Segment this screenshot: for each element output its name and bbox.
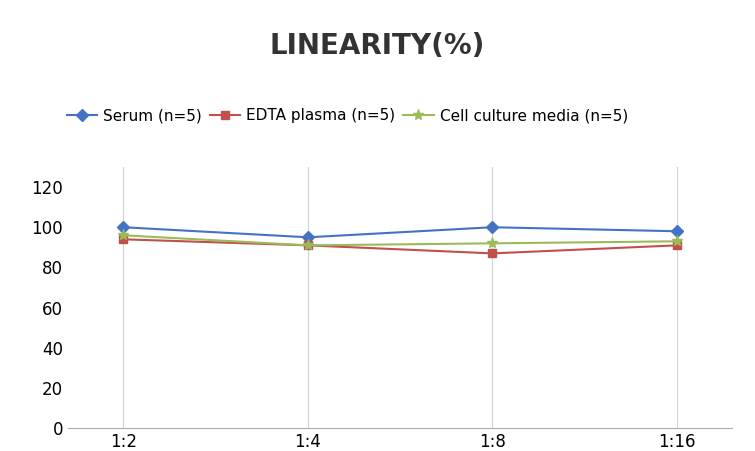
EDTA plasma (n=5): [304, 243, 313, 248]
EDTA plasma (n=5): [119, 237, 128, 242]
Serum (n=5): [119, 225, 128, 230]
EDTA plasma (n=5): [488, 251, 497, 256]
Text: LINEARITY(%): LINEARITY(%): [270, 32, 485, 60]
Legend: Serum (n=5), EDTA plasma (n=5), Cell culture media (n=5): Serum (n=5), EDTA plasma (n=5), Cell cul…: [60, 102, 634, 129]
Line: Cell culture media (n=5): Cell culture media (n=5): [118, 230, 683, 251]
Line: EDTA plasma (n=5): EDTA plasma (n=5): [119, 235, 681, 258]
Cell culture media (n=5): [673, 239, 682, 244]
Cell culture media (n=5): [488, 241, 497, 246]
Serum (n=5): [673, 229, 682, 234]
Cell culture media (n=5): [304, 243, 313, 248]
Line: Serum (n=5): Serum (n=5): [119, 223, 681, 241]
Cell culture media (n=5): [119, 233, 128, 238]
EDTA plasma (n=5): [673, 243, 682, 248]
Serum (n=5): [304, 235, 313, 240]
Serum (n=5): [488, 225, 497, 230]
